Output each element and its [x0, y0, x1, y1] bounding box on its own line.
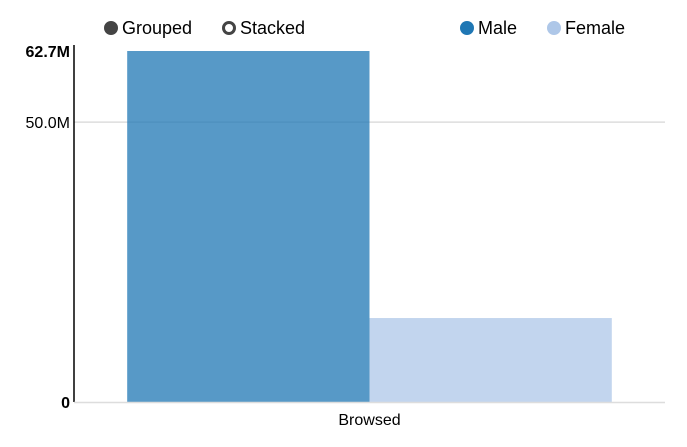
x-tick-label: Browsed — [338, 412, 400, 429]
legend-item-female[interactable]: Female — [547, 16, 625, 40]
y-axis: 0 50.0M 62.7M — [26, 44, 75, 412]
bar-male[interactable] — [127, 51, 370, 402]
legend-label-female: Female — [565, 17, 626, 38]
y-tick-label: 50.0M — [26, 115, 70, 132]
legend-item-male[interactable]: Male — [460, 16, 517, 40]
y-tick-label: 0 — [61, 395, 70, 412]
bars — [127, 51, 612, 402]
bar-female[interactable] — [369, 318, 612, 402]
legend-swatch-male-icon — [460, 21, 474, 35]
legend-label-male: Male — [478, 17, 518, 38]
grouped-label: Grouped — [122, 17, 193, 38]
grouped-toggle[interactable]: Grouped — [104, 16, 192, 40]
stacked-radio-icon — [222, 21, 236, 35]
stacked-label: Stacked — [240, 17, 306, 38]
grouped-radio-icon — [104, 21, 118, 35]
stacked-toggle[interactable]: Stacked — [222, 16, 305, 40]
y-tick-label: 62.7M — [26, 44, 70, 61]
legend-swatch-female-icon — [547, 21, 561, 35]
x-axis: Browsed — [74, 401, 665, 429]
